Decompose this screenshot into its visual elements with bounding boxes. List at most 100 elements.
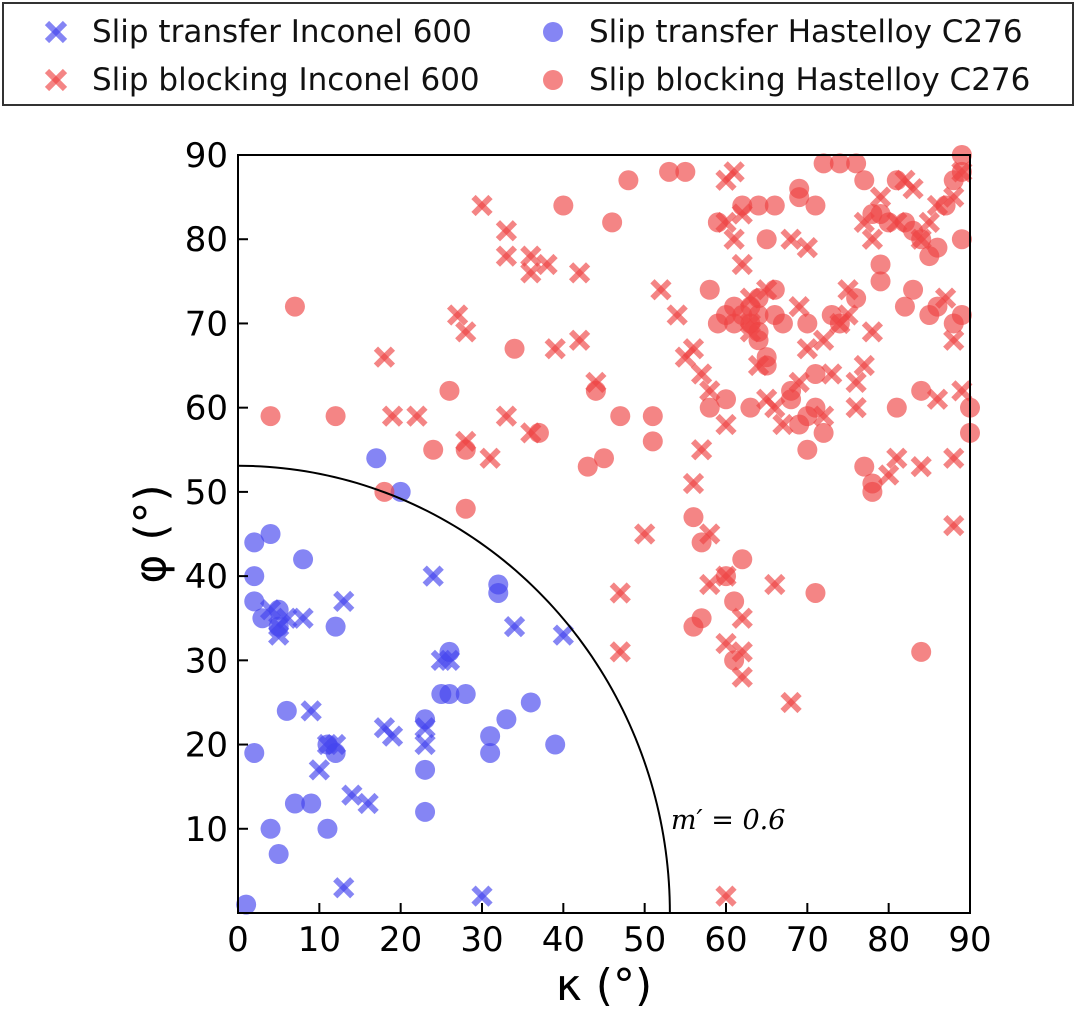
- series-3-point: [610, 406, 631, 427]
- series-2-point: [568, 262, 591, 284]
- red-circle-marker-icon: [543, 70, 563, 90]
- series-1-point: [545, 734, 566, 755]
- x-tick-label: 30: [460, 920, 503, 960]
- curve-annotation: m′ = 0.6: [671, 805, 785, 836]
- series-0-point: [422, 565, 444, 587]
- series-3-point: [577, 456, 598, 477]
- series-1-point: [325, 616, 346, 637]
- y-tick-label: 20: [185, 726, 228, 766]
- series-2-point: [479, 447, 501, 469]
- series-3-point: [797, 439, 818, 460]
- series-3-point: [504, 338, 525, 359]
- series-3-point: [724, 296, 745, 317]
- series-3-point: [585, 380, 606, 401]
- series-2-point: [446, 304, 469, 326]
- series-3-point: [732, 195, 753, 216]
- series-3-point: [911, 229, 932, 250]
- series-3-point: [724, 650, 745, 671]
- series-0-point: [341, 784, 363, 806]
- series-2-point: [764, 397, 786, 419]
- series-2-point: [715, 413, 737, 436]
- series-3-point: [716, 389, 736, 410]
- series-3-point: [927, 296, 948, 317]
- series-3-point: [935, 195, 956, 216]
- series-2-point: [731, 607, 753, 629]
- series-2-point: [723, 228, 745, 250]
- series-0-point: [503, 616, 526, 638]
- series-2-point: [723, 161, 745, 183]
- x-tick-label: 80: [867, 920, 910, 960]
- series-3-point: [813, 422, 834, 443]
- series-3-point: [594, 448, 614, 469]
- series-2-point: [634, 523, 656, 545]
- red-x-marker-icon: [44, 68, 68, 92]
- legend-label: Slip blocking Hastelloy C276: [589, 62, 1031, 98]
- series-2-point: [666, 304, 688, 326]
- series-2-point: [796, 338, 818, 360]
- series-3-point: [260, 406, 281, 427]
- series-2-point: [495, 405, 518, 427]
- series-3-point: [829, 153, 850, 174]
- series-0-point: [333, 877, 355, 899]
- series-2-point: [690, 439, 713, 461]
- series-2-point: [495, 245, 518, 267]
- series-3-point: [756, 355, 777, 376]
- series-1-point: [293, 549, 314, 570]
- series-1-point: [415, 759, 436, 780]
- series-1-point: [276, 700, 297, 721]
- series-3-point: [455, 498, 476, 519]
- series-2-point: [861, 321, 884, 343]
- series-3-point: [870, 254, 891, 275]
- series-2-point: [910, 456, 932, 478]
- series-3-point: [642, 431, 663, 452]
- series-3-point: [699, 279, 720, 300]
- series-3-point: [854, 456, 875, 477]
- series-1-point: [439, 684, 460, 705]
- y-tick-label: 10: [185, 810, 228, 850]
- series-2-point: [869, 186, 892, 208]
- series-1-point: [488, 582, 509, 603]
- x-tick-label: 20: [379, 920, 422, 960]
- series-2-point: [812, 329, 835, 351]
- series-3-point: [951, 229, 972, 250]
- series-3-point: [748, 288, 769, 309]
- series-3-point: [805, 363, 826, 384]
- series-2-point: [495, 220, 518, 242]
- series-0-point: [357, 792, 379, 815]
- series-3-point: [805, 195, 826, 216]
- series-1-point: [366, 448, 387, 469]
- series-2-point: [682, 472, 705, 495]
- series-0-point: [333, 590, 355, 612]
- series-3-point: [870, 271, 891, 292]
- series-3-point: [951, 161, 972, 182]
- x-axis-label: κ (°): [556, 960, 652, 1011]
- series-3-point: [659, 161, 680, 182]
- series-3-point: [748, 305, 769, 326]
- series-3-point: [862, 481, 883, 502]
- series-2-point: [796, 237, 818, 259]
- series-2-point: [943, 514, 965, 537]
- series-3-point: [951, 305, 972, 326]
- series-3-point: [829, 313, 850, 334]
- y-tick-label: 50: [185, 473, 228, 513]
- legend-item-blocking-hastelloy: Slip blocking Hastelloy C276: [533, 60, 1030, 100]
- series-2-point: [926, 388, 949, 410]
- series-3-point: [284, 296, 305, 317]
- series-3-point: [797, 313, 818, 334]
- x-tick-label: 90: [948, 920, 991, 960]
- series-1-point: [455, 684, 476, 705]
- series-2-point: [878, 464, 900, 486]
- series-2-point: [943, 447, 965, 469]
- series-3-point: [423, 439, 444, 460]
- series-1-point: [480, 742, 501, 763]
- x-tick-label: 70: [786, 920, 829, 960]
- plot-frame: [237, 154, 971, 914]
- m-prime-curve: [237, 464, 671, 914]
- legend-label: Slip blocking Inconel 600: [92, 62, 480, 98]
- legend-item-transfer-inconel: Slip transfer Inconel 600: [36, 12, 472, 52]
- series-2-point: [780, 691, 802, 714]
- series-3-point: [691, 608, 712, 629]
- series-3-point: [886, 170, 907, 191]
- legend-label: Slip transfer Hastelloy C276: [589, 14, 1023, 50]
- y-tick-label: 90: [185, 136, 228, 176]
